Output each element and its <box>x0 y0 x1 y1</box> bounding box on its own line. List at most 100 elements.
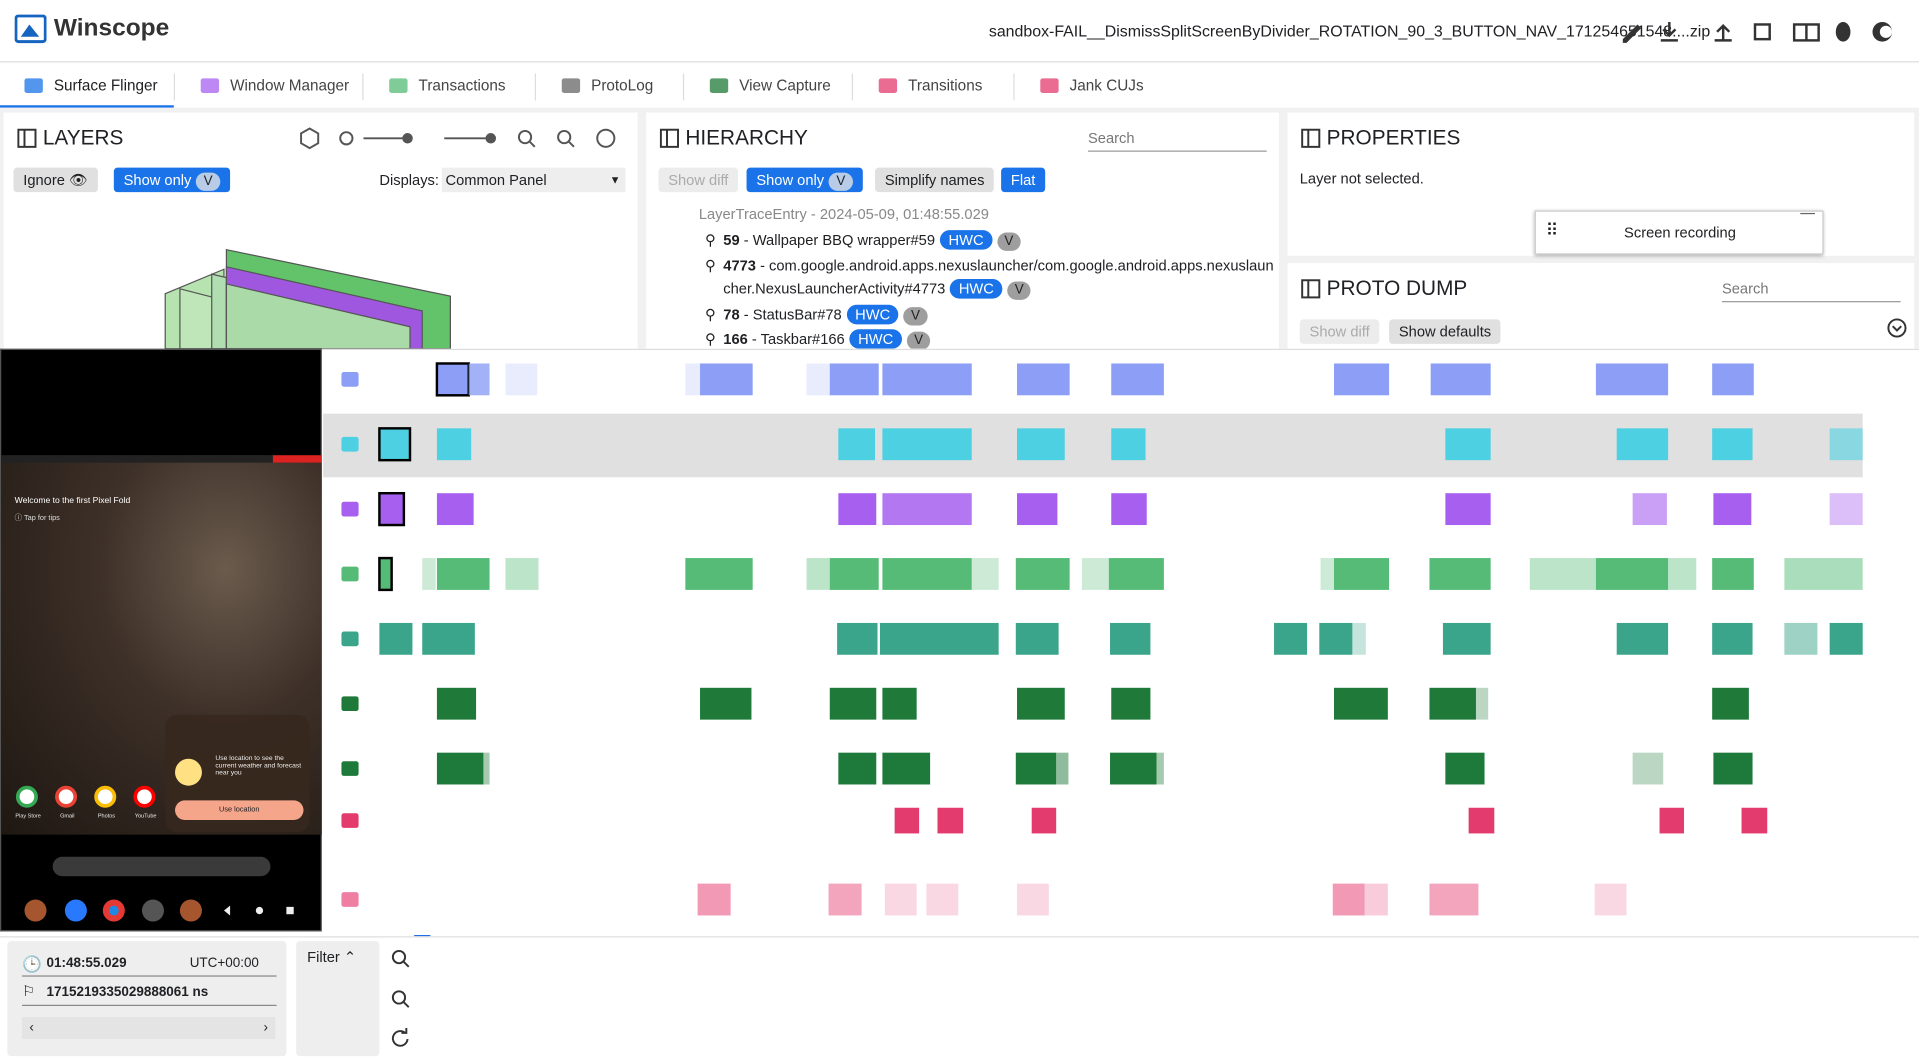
tab[interactable]: Surface Flinger <box>53 77 158 95</box>
trace-entry[interactable] <box>1595 558 1669 590</box>
trace-entry[interactable] <box>1594 883 1627 916</box>
trace-entry[interactable] <box>884 883 917 916</box>
trace-entry[interactable] <box>1017 687 1065 720</box>
show-diff-button[interactable]: Show diff <box>658 167 739 193</box>
collapse-icon[interactable] <box>17 128 37 149</box>
trace-entry[interactable] <box>1712 687 1749 720</box>
trace-entry[interactable] <box>1429 687 1476 720</box>
trace-entry[interactable] <box>700 363 753 396</box>
header-toolbar[interactable] <box>1618 17 1899 46</box>
trace-entry[interactable] <box>882 363 972 396</box>
minimize[interactable] <box>1800 212 1815 215</box>
trace-entry[interactable] <box>1081 558 1109 590</box>
trace-entry[interactable] <box>1108 558 1164 590</box>
trace-entry[interactable] <box>1274 622 1308 655</box>
trace-entry[interactable] <box>894 807 920 834</box>
trace-entry[interactable] <box>1616 428 1669 461</box>
tab[interactable]: ProtoLog <box>591 77 654 95</box>
trace-entry[interactable] <box>1111 363 1164 396</box>
timeline-icon[interactable] <box>341 761 359 776</box>
trace-entry[interactable] <box>937 807 964 834</box>
layers-toolbar[interactable] <box>297 125 627 152</box>
trace-entry[interactable] <box>882 687 917 720</box>
trace-entry[interactable] <box>971 558 999 590</box>
trace-entry[interactable] <box>882 493 972 526</box>
trace-entry[interactable] <box>1668 558 1697 590</box>
show-only-button[interactable]: Show only V <box>746 167 863 193</box>
trace-entry[interactable] <box>1829 493 1863 526</box>
trace-entry[interactable] <box>1632 493 1667 526</box>
trace-entry[interactable] <box>829 687 877 720</box>
zoom-controls[interactable] <box>387 946 416 1056</box>
timeline-icon[interactable] <box>341 436 359 452</box>
trace-entry[interactable] <box>1741 807 1768 834</box>
trace-entry[interactable] <box>1333 363 1390 396</box>
trace-entry[interactable] <box>697 883 731 916</box>
ignore-button[interactable]: Ignore 👁 <box>13 167 98 193</box>
timeline-icon[interactable] <box>341 813 359 828</box>
trace-entry[interactable] <box>1111 687 1151 720</box>
trace-entry[interactable] <box>829 363 879 396</box>
trace-entry[interactable] <box>1110 752 1157 785</box>
filter-label[interactable]: Filter ⌃ <box>307 948 357 966</box>
trace-entry[interactable] <box>1429 558 1491 590</box>
trace-entry[interactable] <box>837 622 878 655</box>
trace-entry[interactable] <box>1333 687 1388 720</box>
trace-entry[interactable] <box>1017 493 1058 526</box>
trace-entry[interactable] <box>1015 752 1057 785</box>
trace-entry[interactable] <box>483 752 490 785</box>
trace-entry[interactable] <box>1017 883 1049 916</box>
trace-entry[interactable] <box>806 363 830 396</box>
expand-timeline-button[interactable] <box>1877 312 1914 349</box>
trace-entry[interactable] <box>1015 622 1059 655</box>
trace-entry[interactable] <box>1632 752 1664 785</box>
collapse-icon[interactable] <box>659 128 680 149</box>
trace-entry[interactable] <box>685 363 701 396</box>
trace-entry[interactable] <box>1333 558 1390 590</box>
trace-entry[interactable] <box>1442 622 1491 655</box>
trace-entry[interactable] <box>1712 558 1754 590</box>
trace-entry[interactable] <box>1445 493 1491 526</box>
trace-entry[interactable] <box>828 883 862 916</box>
trace-entry[interactable] <box>1784 558 1863 590</box>
tree-item[interactable]: ⚲ 4773 - com.google.android.apps.nexuslau… <box>705 254 1280 302</box>
collapse-icon[interactable] <box>1301 128 1321 149</box>
trace-entry[interactable] <box>505 558 539 590</box>
timestamp[interactable]: 01:48:55.029 <box>46 955 127 971</box>
trace-entry[interactable] <box>378 556 393 592</box>
tab[interactable]: Window Manager <box>230 77 350 95</box>
trace-entry[interactable] <box>505 363 538 396</box>
trace-entry[interactable] <box>838 493 877 526</box>
flat-button[interactable]: Flat <box>1001 167 1046 193</box>
timeline-icon[interactable] <box>341 566 359 582</box>
show-diff-button[interactable]: Show diff <box>1299 319 1380 344</box>
trace-entry[interactable] <box>1110 622 1151 655</box>
trace-entry[interactable] <box>1712 363 1754 396</box>
show-only-button[interactable]: Show only V <box>113 167 230 193</box>
trace-entry[interactable] <box>1829 622 1863 655</box>
trace-entry[interactable] <box>1659 807 1685 834</box>
trace-entry[interactable] <box>1445 428 1491 461</box>
trace-entry[interactable] <box>882 752 931 785</box>
trace-entry[interactable] <box>882 558 972 590</box>
trace-entry[interactable] <box>1829 428 1863 461</box>
trace-entry[interactable] <box>838 428 876 461</box>
trace-entry[interactable] <box>1056 752 1069 785</box>
trace-entry[interactable] <box>1111 493 1147 526</box>
trace-entry[interactable] <box>1111 428 1146 461</box>
timeline-icon[interactable] <box>341 372 359 387</box>
trace-entry[interactable] <box>1712 622 1753 655</box>
trace-entry[interactable] <box>1713 752 1753 785</box>
trace-entry[interactable] <box>436 428 472 461</box>
trace-entry[interactable] <box>1445 752 1485 785</box>
tab[interactable]: Jank CUJs <box>1069 77 1144 95</box>
trace-entry[interactable] <box>1429 883 1479 916</box>
trace-entry[interactable] <box>379 622 413 655</box>
trace-entry[interactable] <box>806 558 830 590</box>
trace-entry[interactable] <box>1595 363 1669 396</box>
trace-entry[interactable] <box>838 752 877 785</box>
trace-entry[interactable] <box>436 558 490 590</box>
trace-entry[interactable] <box>378 427 412 462</box>
search-field[interactable]: Search <box>1721 280 1901 303</box>
trace-entry[interactable] <box>1712 428 1753 461</box>
